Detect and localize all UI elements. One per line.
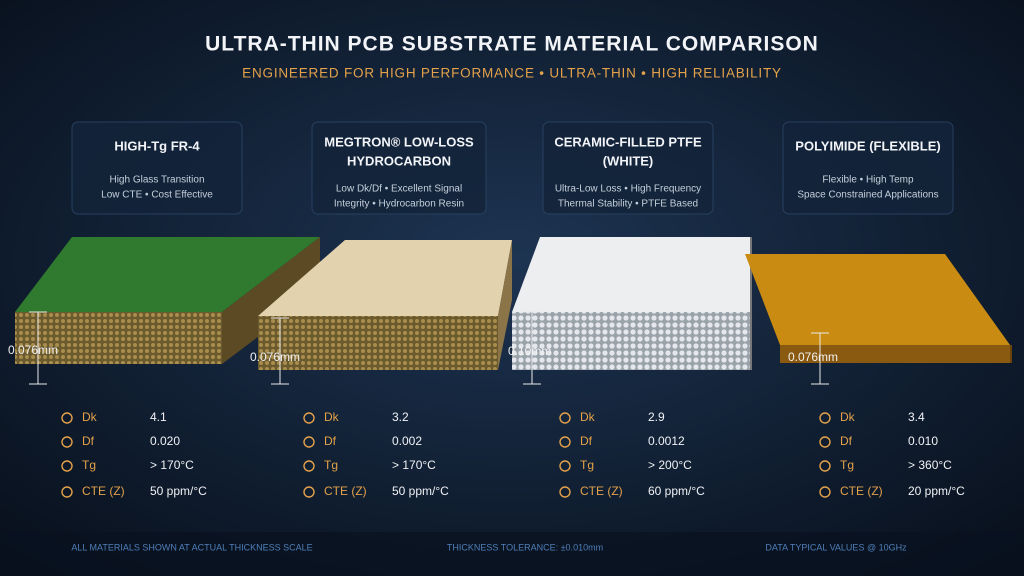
spec-label: Df [82, 434, 95, 448]
thickness-label: 0.076mm [8, 343, 58, 357]
spec-icon [819, 436, 831, 448]
spec-value: 3.4 [908, 410, 925, 424]
thickness-label: 0.10mm [508, 344, 551, 358]
material-name: (WHITE) [603, 153, 654, 168]
material-name: MEGTRON® LOW-LOSS [324, 134, 474, 149]
spec-label: Dk [840, 410, 856, 424]
material-name: HIGH-Tg FR-4 [114, 138, 200, 153]
spec-icon [819, 486, 831, 498]
spec-value: 0.020 [150, 434, 180, 448]
spec-label: Df [324, 434, 337, 448]
material-description: Flexible • High Temp [822, 175, 914, 186]
spec-value: > 360°C [908, 458, 952, 472]
spec-value: 3.2 [392, 410, 409, 424]
footer-note: THICKNESS TOLERANCE: ±0.010mm [447, 542, 603, 552]
material-card [542, 121, 714, 215]
spec-label: CTE (Z) [82, 484, 125, 498]
slab-front [258, 316, 498, 370]
spec-label: Dk [324, 410, 340, 424]
material-name: POLYIMIDE (FLEXIBLE) [795, 138, 940, 153]
material-description: High Glass Transition [109, 175, 204, 186]
spec-icon [559, 460, 571, 472]
spec-icon [559, 412, 571, 424]
spec-value: 0.010 [908, 434, 938, 448]
spec-icon [61, 460, 73, 472]
spec-label: CTE (Z) [580, 484, 623, 498]
spec-value: 50 ppm/°C [150, 484, 207, 498]
spec-icon [61, 412, 73, 424]
spec-icon [559, 436, 571, 448]
spec-icon [303, 412, 315, 424]
spec-label: Dk [580, 410, 596, 424]
spec-value: 50 ppm/°C [392, 484, 449, 498]
spec-value: 2.9 [648, 410, 665, 424]
slab-front [780, 345, 1010, 363]
spec-value: 0.002 [392, 434, 422, 448]
slab-top [745, 254, 1010, 345]
footer-bar [0, 532, 1024, 576]
spec-label: Dk [82, 410, 98, 424]
slab-top [512, 237, 750, 312]
spec-value: 0.0012 [648, 434, 685, 448]
thickness-label: 0.076mm [788, 350, 838, 364]
spec-icon [61, 436, 73, 448]
spec-label: Tg [324, 458, 338, 472]
spec-icon [819, 412, 831, 424]
spec-value: 4.1 [150, 410, 167, 424]
slab-front [15, 312, 222, 364]
material-name: CERAMIC-FILLED PTFE [554, 134, 702, 149]
material-description: Low Dk/Df • Excellent Signal [336, 184, 462, 195]
spec-label: Df [840, 434, 853, 448]
slab-front [512, 312, 750, 370]
spec-label: CTE (Z) [840, 484, 883, 498]
spec-icon [303, 436, 315, 448]
material-name: HYDROCARBON [347, 153, 451, 168]
spec-icon [559, 486, 571, 498]
materials: HIGH-Tg FR-4 High Glass Transition Low CTE… [8, 121, 1012, 498]
footer-note: ALL MATERIALS SHOWN AT ACTUAL THICKNESS … [71, 542, 312, 552]
spec-value: > 170°C [392, 458, 436, 472]
material-description: Ultra-Low Loss • High Frequency [555, 184, 701, 195]
spec-label: Tg [82, 458, 96, 472]
title: ULTRA-THIN PCB SUBSTRATE MATERIAL COMPAR… [205, 33, 819, 56]
thickness-label: 0.076mm [250, 350, 300, 364]
slab-top [15, 237, 320, 312]
spec-value: 20 ppm/°C [908, 484, 965, 498]
spec-icon [61, 486, 73, 498]
spec-label: Df [580, 434, 593, 448]
slab-side [222, 237, 320, 364]
slab-top [258, 240, 512, 316]
slab-side [1010, 345, 1012, 363]
slab-side [498, 240, 512, 370]
material-description: Low CTE • Cost Effective [101, 190, 213, 201]
spec-label: CTE (Z) [324, 484, 367, 498]
spec-value: > 170°C [150, 458, 194, 472]
footer-note: DATA TYPICAL VALUES @ 10GHz [765, 542, 907, 552]
material-description: Integrity • Hydrocarbon Resin [334, 199, 464, 210]
spec-icon [819, 460, 831, 472]
material-card [71, 121, 243, 215]
spec-label: Tg [840, 458, 854, 472]
spec-value: 60 ppm/°C [648, 484, 705, 498]
material-card [782, 121, 954, 215]
spec-icon [303, 460, 315, 472]
spec-value: > 200°C [648, 458, 692, 472]
subtitle: ENGINEERED FOR HIGH PERFORMANCE • ULTRA-… [242, 66, 782, 81]
material-description: Space Constrained Applications [797, 190, 938, 201]
spec-label: Tg [580, 458, 594, 472]
material-card [311, 121, 487, 215]
spec-icon [303, 486, 315, 498]
material-description: Thermal Stability • PTFE Based [558, 199, 698, 210]
